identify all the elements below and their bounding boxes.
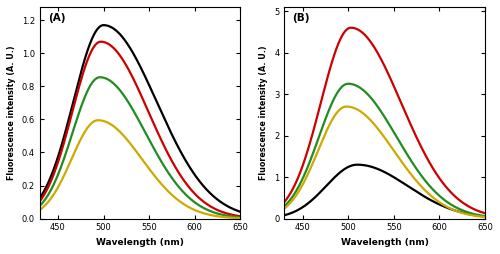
X-axis label: Wavelength (nm): Wavelength (nm)	[96, 238, 184, 247]
Text: (B): (B)	[292, 13, 310, 23]
Y-axis label: Fluorescence intensity (A. U.): Fluorescence intensity (A. U.)	[260, 45, 268, 180]
Text: (A): (A)	[48, 13, 65, 23]
Y-axis label: Fluorescence intensity (A. U.): Fluorescence intensity (A. U.)	[7, 45, 16, 180]
X-axis label: Wavelength (nm): Wavelength (nm)	[341, 238, 428, 247]
